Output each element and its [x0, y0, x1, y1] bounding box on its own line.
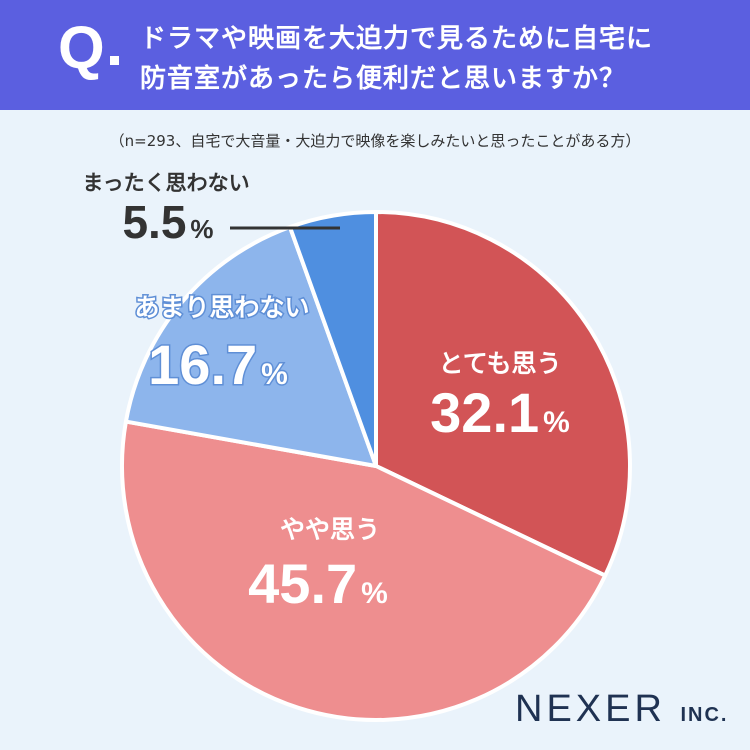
slice-label-somewhat-disagree: あまり思わない [134, 293, 309, 322]
question-header: Q ドラマや映画を大迫力で見るために自宅に 防音室があったら便利だと思いますか？ [0, 0, 750, 110]
slice-value-strongly-disagree: 5.5% [122, 196, 213, 248]
slice-label-somewhat-agree: やや思う [280, 515, 380, 544]
slice-label-strongly-agree: とても思う [438, 349, 561, 378]
question-q-dot [110, 56, 119, 65]
slice-value-somewhat-disagree: 16.7% [148, 333, 288, 396]
slice-label-strongly-disagree: まったく思わない [82, 171, 249, 195]
question-title-line2: 防音室があったら便利だと思いますか？ [140, 64, 627, 94]
brand-name: NEXER [515, 688, 666, 730]
question-title-line1: ドラマや映画を大迫力で見るために自宅に [140, 24, 654, 54]
slice-value-strongly-agree: 32.1% [430, 381, 570, 444]
brand-suffix: INC. [680, 704, 729, 726]
sample-note: （n=293、自宅で大音量・大迫力で映像を楽しみたいと思ったことがある方） [109, 132, 641, 150]
pie-slice-somewhat-agree [120, 419, 608, 722]
brand-logo: NEXER INC. [515, 688, 728, 731]
pie-slice-strongly-agree [374, 210, 632, 578]
question-q-mark: Q [58, 14, 105, 81]
slice-value-somewhat-agree: 45.7% [248, 552, 388, 615]
pie-slice-somewhat-disagree [123, 225, 378, 468]
